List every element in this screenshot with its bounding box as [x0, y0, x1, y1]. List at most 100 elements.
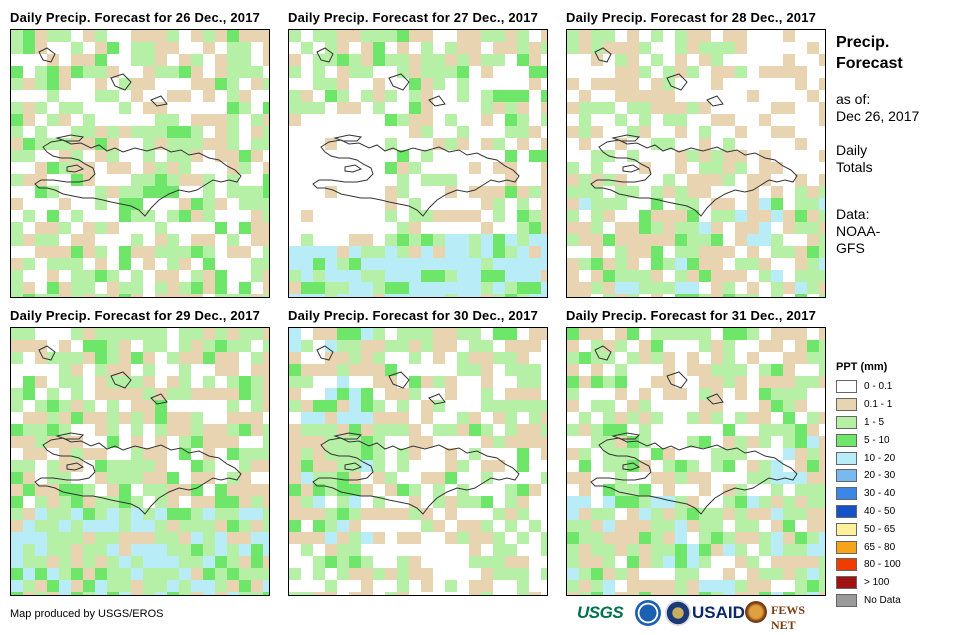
precip-cell [215, 544, 227, 556]
precip-cell [639, 424, 651, 436]
precip-cell [445, 448, 457, 460]
precip-cell [203, 460, 215, 472]
precip-cell [251, 448, 263, 460]
precip-cell [651, 508, 663, 520]
precip-cell [541, 186, 547, 198]
precip-cell [433, 400, 445, 412]
precip-cell [263, 54, 269, 66]
precip-cell [529, 400, 541, 412]
precip-cell [325, 294, 337, 297]
precip-cell [651, 352, 663, 364]
precip-cell [723, 508, 735, 520]
precip-cell [337, 270, 349, 282]
precip-cell [493, 162, 505, 174]
precip-cell [35, 246, 47, 258]
precip-cell [325, 436, 337, 448]
precip-cell [71, 246, 83, 258]
precip-cell [795, 532, 807, 544]
precip-cell [179, 174, 191, 186]
precip-cell [191, 568, 203, 580]
precip-cell [251, 592, 263, 595]
precip-cell [529, 210, 541, 222]
precip-cell [711, 222, 723, 234]
precip-cell [227, 138, 239, 150]
precip-cell [155, 186, 167, 198]
precip-cell [313, 258, 325, 270]
precip-cell [639, 556, 651, 568]
precip-cell [203, 436, 215, 448]
precip-cell [493, 258, 505, 270]
precip-cell [107, 496, 119, 508]
fews-net-logo: FEWS NET [771, 603, 806, 632]
precip-cell [23, 102, 35, 114]
precip-cell [289, 508, 301, 520]
precip-cell [397, 484, 409, 496]
precip-cell [373, 270, 385, 282]
precip-cell [361, 90, 373, 102]
precip-cell [361, 282, 373, 294]
panel-title: Daily Precip. Forecast for 28 Dec., 2017 [566, 10, 817, 25]
precip-cell [723, 544, 735, 556]
precip-cell [723, 496, 735, 508]
precip-cell [313, 568, 325, 580]
precip-cell [615, 412, 627, 424]
legend-swatch [836, 593, 857, 607]
precip-cell [263, 270, 269, 282]
precip-cell [263, 568, 269, 580]
precip-cell [795, 460, 807, 472]
precip-cell [591, 436, 603, 448]
precip-cell [615, 460, 627, 472]
precip-cell [759, 568, 771, 580]
precip-cell [313, 54, 325, 66]
panel-title: Daily Precip. Forecast for 31 Dec., 2017 [566, 308, 817, 323]
precip-cell [263, 222, 269, 234]
precip-cell [35, 340, 47, 352]
precip-cell [95, 352, 107, 364]
precip-cell [639, 246, 651, 258]
dos-seal-icon [665, 600, 691, 626]
precip-cell [529, 484, 541, 496]
precip-cell [11, 472, 23, 484]
precip-cell [735, 544, 747, 556]
map-title-line1: Precip. [836, 34, 890, 51]
precip-cell [711, 520, 723, 532]
precip-cell [579, 448, 591, 460]
precip-cell [107, 376, 119, 388]
precip-cell [651, 210, 663, 222]
precip-cell [59, 580, 71, 592]
precip-cell [469, 520, 481, 532]
precip-cell [215, 150, 227, 162]
precip-cell [191, 78, 203, 90]
precip-cell [675, 580, 687, 592]
precip-cell [627, 150, 639, 162]
precip-cell [579, 42, 591, 54]
precip-cell [325, 484, 337, 496]
precip-cell [807, 198, 819, 210]
precip-cell [263, 210, 269, 222]
precip-cell [167, 270, 179, 282]
precip-cell [517, 592, 529, 595]
bahamas-outline [38, 345, 168, 405]
precip-cell [349, 270, 361, 282]
precip-cell [567, 328, 579, 340]
precip-cell [23, 150, 35, 162]
precip-cell [433, 484, 445, 496]
precip-cell [819, 328, 825, 340]
precip-cell [239, 30, 251, 42]
precip-cell [397, 162, 409, 174]
precip-cell [481, 376, 493, 388]
precip-cell [289, 114, 301, 126]
precip-cell [541, 282, 547, 294]
precip-cell [783, 388, 795, 400]
precip-cell [23, 42, 35, 54]
precip-cell [675, 102, 687, 114]
precip-cell [663, 592, 675, 595]
precip-cell [35, 30, 47, 42]
precip-cell [807, 424, 819, 436]
precip-cell [143, 532, 155, 544]
precip-cell [819, 150, 825, 162]
precip-cell [409, 78, 421, 90]
precip-cell [337, 282, 349, 294]
precip-cell [47, 162, 59, 174]
precip-cell [591, 198, 603, 210]
